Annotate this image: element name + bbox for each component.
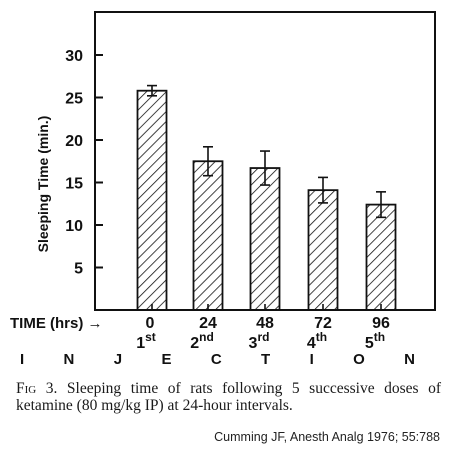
y-tick-label: 20 xyxy=(65,133,83,150)
x-axis-prefix: TIME (hrs) → xyxy=(10,315,103,332)
figure-caption: Fig 3. Sleeping time of rats following 5… xyxy=(16,380,441,414)
x-tick-label: 96 xyxy=(372,315,390,332)
y-tick-label: 10 xyxy=(65,218,83,235)
caption-text: Sleeping time of rats following 5 succes… xyxy=(16,380,442,414)
injection-label: 2nd xyxy=(190,330,214,352)
bar xyxy=(192,160,224,311)
bar xyxy=(365,203,397,311)
bar xyxy=(307,189,339,311)
injection-label: 1st xyxy=(136,330,156,352)
bar xyxy=(136,89,168,311)
y-tick-label: 5 xyxy=(74,261,83,278)
figure-label: Fig 3. xyxy=(16,380,58,397)
injection-label: 3rd xyxy=(249,330,270,352)
y-axis-label: Sleeping Time (min.) xyxy=(35,116,51,253)
bar xyxy=(249,167,281,311)
y-axis-ticks: 5 10 15 20 25 30 xyxy=(65,48,103,278)
injection-label: 4th xyxy=(307,330,327,352)
x-tick-label: 72 xyxy=(314,315,332,332)
x-tick-label: 0 xyxy=(146,315,155,332)
x-axis-label: I N J E C T I O N xyxy=(20,351,415,368)
bars xyxy=(136,89,397,311)
injection-label: 5th xyxy=(365,330,385,352)
y-tick-label: 15 xyxy=(65,176,83,193)
y-tick-label: 30 xyxy=(65,48,83,65)
y-tick-label: 25 xyxy=(65,91,83,108)
x-tick-label: 24 xyxy=(199,315,217,332)
citation: Cumming JF, Anesth Analg 1976; 55:788 xyxy=(214,430,440,444)
x-tick-label: 48 xyxy=(256,315,274,332)
error-bars xyxy=(147,84,386,219)
